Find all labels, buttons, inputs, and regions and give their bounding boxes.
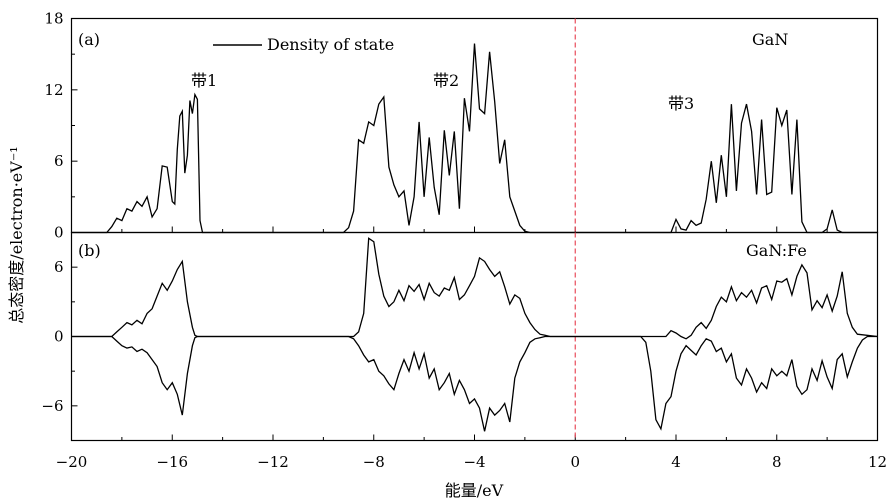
band-label-3: 带3 xyxy=(668,94,694,113)
material-label-ganfe: GaN:Fe xyxy=(746,241,807,260)
x-tick-label: 8 xyxy=(772,453,782,471)
x-tick-label: −8 xyxy=(363,453,385,471)
x-tick-label: −12 xyxy=(257,453,289,471)
y-tick-label: 6 xyxy=(54,258,64,276)
x-tick-label: −16 xyxy=(156,453,188,471)
x-tick-labels: −20 −16 −12 −8 −4 0 4 8 12 xyxy=(56,453,886,471)
material-label-gan: GaN xyxy=(752,30,788,49)
panel-b-ticks: −6 0 6 xyxy=(41,258,878,441)
panel-b-spin-down-curve xyxy=(71,335,878,432)
panel-a: 0 6 12 18 (a) Density of state GaN 带1 带2 带3 xyxy=(44,10,879,242)
y-axis-title: 总态密度/electron·eV⁻¹ xyxy=(7,146,26,323)
panel-b-frame xyxy=(70,231,879,442)
y-tick-label: 0 xyxy=(54,224,64,242)
x-tick-label: 4 xyxy=(671,453,681,471)
legend-label: Density of state xyxy=(267,35,394,54)
panel-b-label: (b) xyxy=(78,241,101,260)
x-axis-title: 能量/eV xyxy=(445,481,504,500)
y-tick-label: 0 xyxy=(54,328,64,346)
y-tick-label: 6 xyxy=(54,152,64,170)
panel-b-spin-up-curve xyxy=(71,237,878,340)
panel-a-label: (a) xyxy=(78,30,100,49)
band-label-2: 带2 xyxy=(433,71,459,90)
y-tick-label: 12 xyxy=(44,81,63,99)
x-tick-label: −20 xyxy=(56,453,88,471)
y-tick-label: −6 xyxy=(41,397,63,415)
band-label-1: 带1 xyxy=(191,71,217,90)
x-tick-label: −4 xyxy=(463,453,485,471)
y-tick-label: 18 xyxy=(44,10,63,28)
panel-a-dos-curve xyxy=(71,43,878,234)
x-tick-label: 12 xyxy=(868,453,886,471)
x-tick-label: 0 xyxy=(570,453,580,471)
panel-b: −6 0 6 (b) GaN:Fe xyxy=(41,231,879,442)
